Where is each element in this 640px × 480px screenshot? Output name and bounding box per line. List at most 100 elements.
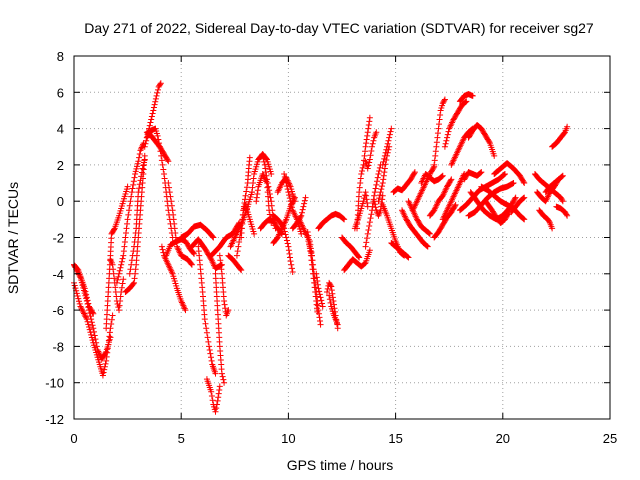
- data-point: [123, 225, 130, 232]
- data-point: [138, 145, 145, 152]
- data-point: [359, 167, 366, 174]
- data-point: [130, 181, 137, 188]
- data-point: [371, 192, 378, 199]
- data-point: [299, 206, 306, 213]
- data-point: [316, 314, 323, 321]
- data-point: [238, 225, 245, 232]
- data-point: [511, 195, 518, 202]
- data-point: [109, 261, 116, 268]
- data-point: [431, 157, 438, 164]
- data-point: [283, 183, 290, 190]
- data-point: [234, 248, 241, 255]
- data-point: [260, 155, 267, 162]
- data-point: [501, 171, 508, 178]
- data-point: [363, 239, 370, 246]
- x-tick-label: 15: [388, 431, 402, 446]
- data-point: [373, 129, 380, 136]
- data-point: [84, 318, 91, 325]
- data-point: [158, 152, 165, 159]
- data-point: [204, 334, 211, 341]
- data-point: [101, 363, 108, 370]
- data-point: [384, 140, 391, 147]
- data-point: [268, 170, 275, 177]
- data-point: [190, 249, 197, 256]
- grid: [74, 56, 610, 419]
- data-point: [84, 297, 91, 304]
- data-point: [362, 143, 369, 150]
- data-point: [326, 292, 333, 299]
- data-point: [520, 195, 527, 202]
- data-point: [331, 305, 338, 312]
- data-point: [478, 169, 485, 176]
- data-point: [129, 185, 136, 192]
- data-point: [86, 326, 93, 333]
- data-point: [359, 164, 366, 171]
- data-point: [136, 181, 143, 188]
- data-point: [388, 125, 395, 132]
- data-point: [155, 136, 162, 143]
- y-axis-label: SDTVAR / TECUs: [5, 182, 21, 294]
- data-point: [120, 252, 127, 259]
- data-point: [372, 204, 379, 211]
- data-point: [283, 234, 290, 241]
- data-point: [386, 134, 393, 141]
- data-point: [441, 143, 448, 150]
- data-point: [439, 172, 446, 179]
- data-point: [379, 161, 386, 168]
- data-point: [364, 165, 371, 172]
- data-point: [132, 168, 139, 175]
- data-point: [261, 161, 268, 168]
- data-point: [205, 338, 212, 345]
- data-point: [365, 226, 372, 233]
- data-point: [74, 292, 81, 299]
- data-point: [89, 337, 96, 344]
- data-point: [356, 254, 363, 261]
- data-point: [380, 158, 387, 165]
- data-point: [117, 293, 124, 300]
- data-point: [367, 215, 374, 222]
- x-tick-label: 5: [178, 431, 185, 446]
- data-point: [122, 229, 129, 236]
- data-point: [452, 201, 459, 208]
- data-point: [306, 238, 313, 245]
- data-point: [261, 158, 268, 165]
- data-point: [154, 132, 161, 139]
- data-point: [411, 170, 418, 177]
- data-point: [310, 261, 317, 268]
- data-point: [366, 219, 373, 226]
- data-point: [367, 152, 374, 159]
- data-point: [361, 192, 368, 199]
- data-point: [250, 180, 257, 187]
- data-point: [127, 198, 134, 205]
- data-point: [369, 143, 376, 150]
- data-point: [521, 194, 528, 201]
- data-point: [146, 122, 153, 129]
- data-point: [171, 220, 178, 227]
- data-point: [379, 192, 386, 199]
- data-point: [77, 303, 84, 310]
- data-point: [327, 282, 334, 289]
- data-point: [151, 101, 158, 108]
- data-point: [170, 211, 177, 218]
- data-point: [263, 172, 270, 179]
- y-tick-label: 4: [57, 122, 64, 137]
- data-point: [142, 140, 149, 147]
- data-point: [136, 151, 143, 158]
- x-tick-label: 0: [70, 431, 77, 446]
- data-point: [329, 294, 336, 301]
- data-point: [365, 125, 372, 132]
- x-tick-label: 10: [281, 431, 295, 446]
- data-point: [445, 128, 452, 135]
- data-point: [238, 220, 245, 227]
- data-point: [317, 294, 324, 301]
- data-point: [215, 394, 222, 401]
- data-point: [287, 258, 294, 265]
- data-point: [172, 229, 179, 236]
- data-point: [486, 138, 493, 145]
- data-point: [238, 267, 245, 274]
- data-point: [106, 329, 113, 336]
- data-point: [314, 281, 321, 288]
- data-point: [305, 232, 312, 239]
- data-point: [85, 300, 92, 307]
